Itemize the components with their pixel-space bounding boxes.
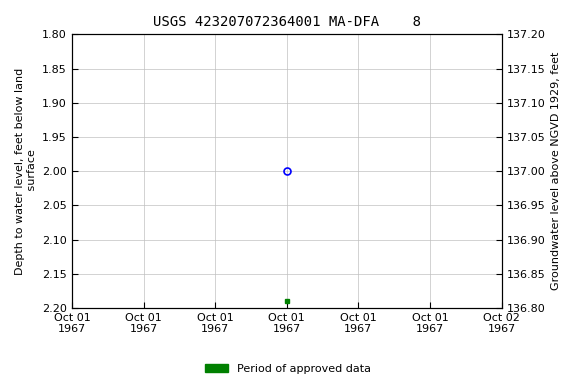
Y-axis label: Depth to water level, feet below land
 surface: Depth to water level, feet below land su…: [15, 68, 37, 275]
Legend: Period of approved data: Period of approved data: [201, 359, 375, 379]
Title: USGS 423207072364001 MA-DFA    8: USGS 423207072364001 MA-DFA 8: [153, 15, 421, 29]
Y-axis label: Groundwater level above NGVD 1929, feet: Groundwater level above NGVD 1929, feet: [551, 52, 561, 290]
